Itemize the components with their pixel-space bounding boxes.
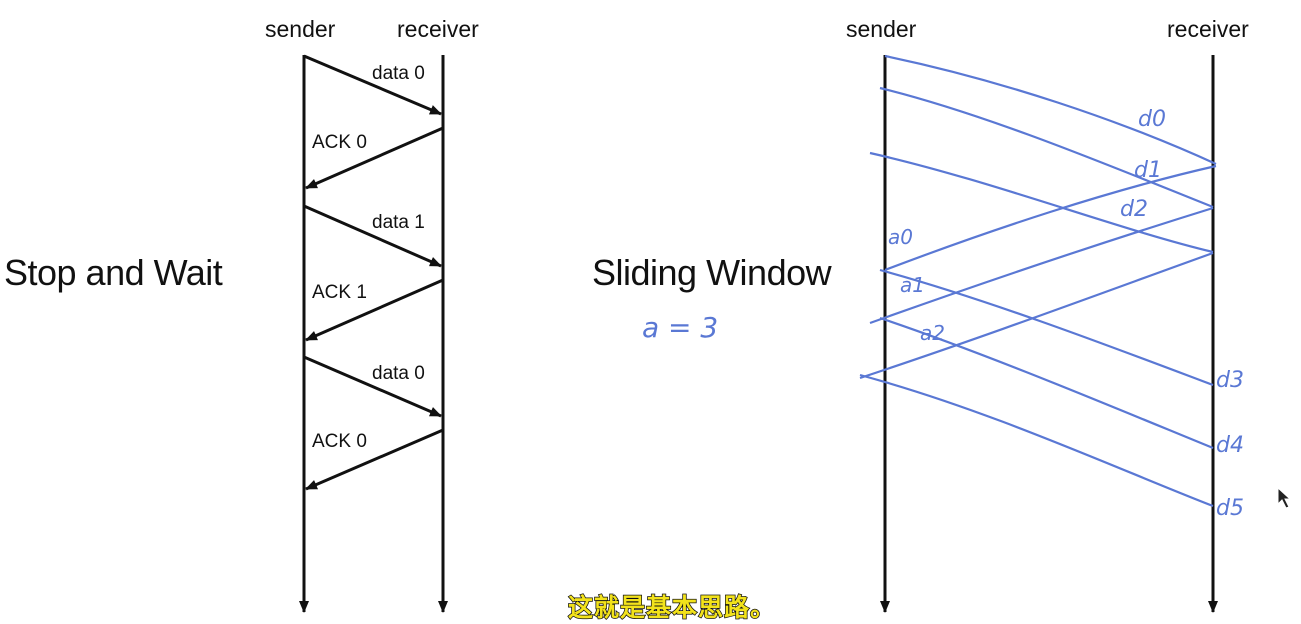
sw-data0-arrow <box>303 54 442 116</box>
sw-msg-data1: data 1 <box>372 212 425 233</box>
sw-sender-label: sender <box>265 16 336 42</box>
hand-data-line-d0 <box>884 54 1217 166</box>
hand-label-d1: d1 <box>1134 158 1162 183</box>
sw-data0b-arrow <box>303 355 442 418</box>
hand-label-a2: a2 <box>920 321 945 345</box>
sw-receiver-label: receiver <box>397 16 479 42</box>
hand-label-d5: d5 <box>1216 496 1244 521</box>
sliding-window-title: Sliding Window <box>592 252 833 293</box>
slw-receiver-label: receiver <box>1167 16 1249 42</box>
sw-ack1-arrow <box>305 278 444 342</box>
hand-ack-line-a2 <box>859 251 1214 380</box>
sw-msg-data0: data 0 <box>372 63 425 84</box>
stop-and-wait-title: Stop and Wait <box>4 252 223 293</box>
sw-ack0-arrow <box>305 126 444 190</box>
sw-msg-data0b: data 0 <box>372 363 425 384</box>
hand-data-line-d4 <box>879 316 1214 450</box>
sw-msg-ack0b: ACK 0 <box>312 431 367 452</box>
hand-ack-line-a1 <box>869 206 1214 325</box>
hand-data-line-d1 <box>879 86 1214 209</box>
sw-msg-ack0: ACK 0 <box>312 132 367 153</box>
hand-data-line-d3 <box>879 268 1214 387</box>
hand-label-a0: a0 <box>888 225 913 249</box>
hand-label-d4: d4 <box>1216 433 1244 458</box>
hand-ack-line-a0 <box>884 164 1217 272</box>
hand-note-window-size: a = 3 <box>642 311 718 344</box>
hand-label-a1: a1 <box>900 273 925 297</box>
hand-data-line-d2 <box>869 151 1214 254</box>
sw-ack0b-arrow <box>305 428 444 491</box>
mouse-cursor-icon <box>1277 486 1292 509</box>
hand-label-d0: d0 <box>1138 107 1166 132</box>
sw-msg-ack1: ACK 1 <box>312 282 367 303</box>
hand-data-line-d5 <box>859 373 1214 508</box>
video-subtitle: 这就是基本思路。 <box>567 592 777 623</box>
slw-sender-label: sender <box>846 16 917 42</box>
hand-label-d3: d3 <box>1216 368 1244 393</box>
sw-data1-arrow <box>303 204 442 268</box>
hand-label-d2: d2 <box>1120 197 1148 222</box>
